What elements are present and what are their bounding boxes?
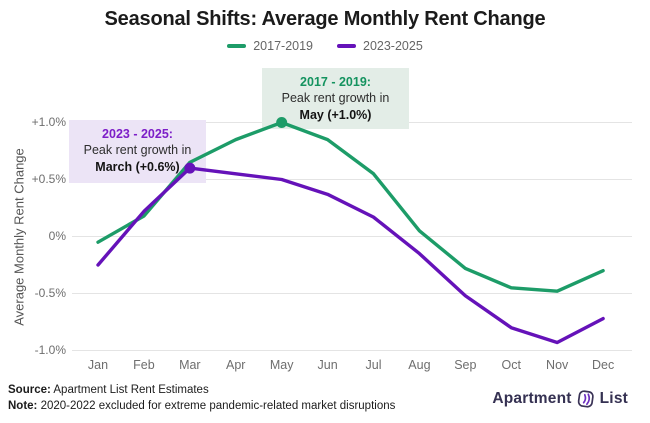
legend-item-2023-2025: 2023-2025 xyxy=(337,39,423,53)
y-tick-label: -1.0% xyxy=(34,343,66,357)
pandemic-note: Note: 2020-2022 excluded for extreme pan… xyxy=(8,400,395,412)
x-tick-label: Aug xyxy=(408,358,431,372)
legend-label: 2017-2019 xyxy=(253,39,313,53)
peak-dot-2017-2019 xyxy=(276,117,288,128)
legend: 2017-2019 2023-2025 xyxy=(0,39,650,53)
note-label: Note: xyxy=(8,400,38,412)
x-tick-label: Jan xyxy=(87,358,109,372)
y-tick-label: 0% xyxy=(48,229,66,243)
annotation-peak-value: March (+0.6%) xyxy=(95,159,180,174)
x-tick-label: May xyxy=(269,358,294,372)
legend-label: 2023-2025 xyxy=(363,39,423,53)
x-tick-label: Apr xyxy=(226,358,246,372)
legend-item-2017-2019: 2017-2019 xyxy=(227,39,313,53)
x-tick-label: Mar xyxy=(179,358,201,372)
logo-text-list: List xyxy=(599,390,628,407)
source-note: Source: Apartment List Rent Estimates xyxy=(8,384,209,396)
series-line-2017-2019 xyxy=(96,120,605,293)
legend-swatch-green xyxy=(227,44,247,48)
legend-swatch-purple xyxy=(337,44,356,48)
source-text: Apartment List Rent Estimates xyxy=(50,384,209,396)
note-text: 2020-2022 excluded for extreme pandemic-… xyxy=(37,400,396,412)
x-tick-label: Jun xyxy=(317,358,338,372)
series-line-2023-2025 xyxy=(96,166,605,345)
annotation-text: Peak rent growth in xyxy=(83,143,192,158)
annotation-text: Peak rent growth in xyxy=(281,91,390,106)
apartment-list-logo-icon xyxy=(577,390,594,408)
x-tick-label: Oct xyxy=(501,358,521,372)
chart-title: Seasonal Shifts: Average Monthly Rent Ch… xyxy=(104,8,546,30)
x-tick-label: Nov xyxy=(546,358,569,372)
peak-dot-2023-2025 xyxy=(184,162,196,174)
y-tick-label: +1.0% xyxy=(31,115,66,129)
annotation-2023-2025-peak: 2023 - 2025: Peak rent growth in March (… xyxy=(69,120,206,183)
annotation-period: 2023 - 2025: xyxy=(102,127,173,141)
annotation-peak-value: May (+1.0%) xyxy=(299,107,372,122)
x-tick-label: Jul xyxy=(365,358,382,372)
annotation-period: 2017 - 2019: xyxy=(300,75,371,89)
x-tick-label: Feb xyxy=(133,358,155,372)
y-tick-label: +0.5% xyxy=(31,172,66,186)
x-tick-label: Sep xyxy=(454,358,477,372)
y-tick-label: -0.5% xyxy=(34,286,66,300)
logo-text-apartment: Apartment xyxy=(492,390,572,407)
source-label: Source: xyxy=(8,384,51,396)
x-tick-label: Dec xyxy=(591,358,615,372)
apartment-list-logo: Apartment List xyxy=(492,388,628,410)
annotation-2017-2019-peak: 2017 - 2019: Peak rent growth in May (+1… xyxy=(262,68,409,129)
